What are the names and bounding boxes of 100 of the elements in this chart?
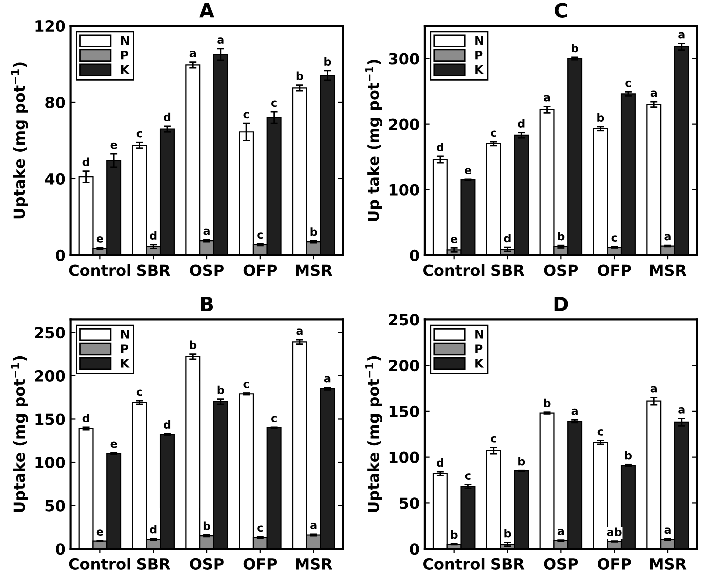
legend-label: P	[476, 51, 483, 60]
x-tick-label: OSP	[544, 558, 578, 570]
data-label: a	[678, 408, 685, 414]
legend-label: K	[121, 359, 130, 368]
data-label: a	[310, 523, 317, 530]
y-tick-label: 150	[390, 406, 420, 418]
data-label: e	[110, 442, 118, 448]
data-label: b	[544, 398, 551, 408]
data-label: c	[491, 130, 496, 138]
data-label: d	[518, 119, 525, 128]
legend-label: N	[121, 330, 130, 339]
y-tick-label: 50	[46, 500, 66, 512]
data-label: c	[136, 131, 142, 138]
data-label: c	[598, 430, 604, 436]
y-tick-label: 100	[390, 452, 420, 464]
y-tick-label: 100	[390, 184, 420, 196]
data-label: a	[218, 38, 224, 44]
y-axis-title: Up take (mg pot$^{−1}$)	[366, 60, 382, 222]
data-label: e	[464, 168, 472, 174]
legend-label: N	[476, 36, 484, 46]
data-label: d	[82, 158, 90, 166]
y-tick-label: 250	[389, 314, 420, 326]
y-tick-label: 100	[36, 456, 66, 469]
y-tick-label: 200	[35, 370, 66, 382]
y-axis-title: Uptake (mg pot$^{−1}$)	[366, 356, 382, 512]
x-tick-label: OFP	[598, 558, 632, 570]
data-label: a	[324, 376, 331, 383]
y-tick-label: 0	[56, 250, 66, 262]
y-axis-title: Uptake (mg pot$^{−1}$)	[11, 356, 28, 512]
x-tick-label: MSR	[296, 558, 333, 570]
x-tick-label: OSP	[190, 558, 224, 570]
data-label: c	[612, 236, 618, 242]
y-tick-label: 200	[389, 118, 420, 130]
y-tick-label: 300	[389, 53, 420, 65]
data-label: a	[664, 528, 671, 534]
data-label: a	[204, 228, 210, 236]
x-tick-label: SBR	[492, 558, 525, 570]
data-label: d	[150, 525, 157, 534]
data-label: c	[626, 80, 632, 88]
y-tick-label: 0	[410, 250, 420, 262]
data-label: d	[164, 112, 171, 122]
legend-label: P	[121, 51, 129, 60]
data-label: d	[436, 142, 444, 152]
data-label: b	[451, 530, 458, 540]
data-label: e	[96, 530, 104, 536]
y-tick-label: 0	[56, 544, 66, 556]
legend-label: K	[121, 66, 130, 74]
x-tick-label: MSR	[650, 264, 687, 276]
data-label: a	[678, 32, 685, 39]
chart-title: A	[200, 4, 214, 18]
data-label: b	[572, 44, 579, 53]
data-label: c	[465, 474, 471, 480]
data-label: c	[491, 436, 496, 443]
x-tick-label: SBR	[137, 264, 170, 276]
chart-title: B	[201, 297, 214, 312]
x-tick-label: OFP	[244, 264, 278, 276]
chart-title: D	[554, 297, 568, 312]
data-label: c	[258, 526, 263, 532]
chart-title: C	[555, 3, 568, 18]
x-tick-label: Control	[424, 264, 485, 276]
data-label: c	[272, 416, 277, 423]
y-tick-label: 120	[36, 20, 66, 32]
data-label: e	[110, 142, 118, 150]
y-axis-title: Uptake (mg pot$^{−1}$)	[11, 62, 28, 219]
data-label: b	[518, 457, 526, 466]
x-tick-label: OSP	[544, 264, 578, 276]
x-tick-label: SBR	[137, 558, 170, 570]
data-label: b	[625, 451, 632, 460]
data-label: a	[558, 529, 564, 536]
x-tick-label: OSP	[190, 264, 224, 276]
data-label: c	[244, 112, 250, 119]
y-tick-label: 250	[35, 327, 66, 339]
data-label: b	[218, 386, 224, 394]
data-label: b	[190, 340, 197, 350]
x-tick-label: Control	[69, 264, 130, 276]
data-label: b	[204, 522, 210, 530]
legend-label: N	[476, 330, 484, 339]
x-tick-label: MSR	[296, 264, 333, 276]
y-tick-label: 50	[400, 498, 420, 510]
y-tick-label: 80	[46, 96, 66, 109]
y-tick-label: 40	[45, 173, 66, 185]
x-tick-label: MSR	[650, 558, 687, 570]
legend-label: P	[476, 344, 483, 354]
x-tick-label: OFP	[598, 264, 632, 276]
x-tick-label: Control	[424, 558, 485, 570]
y-tick-label: 150	[36, 414, 66, 426]
data-label: a	[544, 95, 550, 102]
data-label: c	[136, 390, 142, 396]
data-label: a	[296, 328, 303, 336]
legend-label: K	[476, 359, 484, 368]
x-tick-label: Control	[69, 558, 130, 570]
data-label: a	[572, 408, 578, 416]
data-label: e	[96, 236, 104, 243]
y-tick-label: 0	[410, 544, 420, 556]
legend-label: N	[121, 36, 130, 46]
legend-label: K	[476, 66, 484, 74]
data-label: b	[310, 228, 318, 236]
data-label: d	[150, 231, 157, 240]
x-tick-label: SBR	[492, 264, 525, 276]
data-label: c	[258, 232, 263, 240]
